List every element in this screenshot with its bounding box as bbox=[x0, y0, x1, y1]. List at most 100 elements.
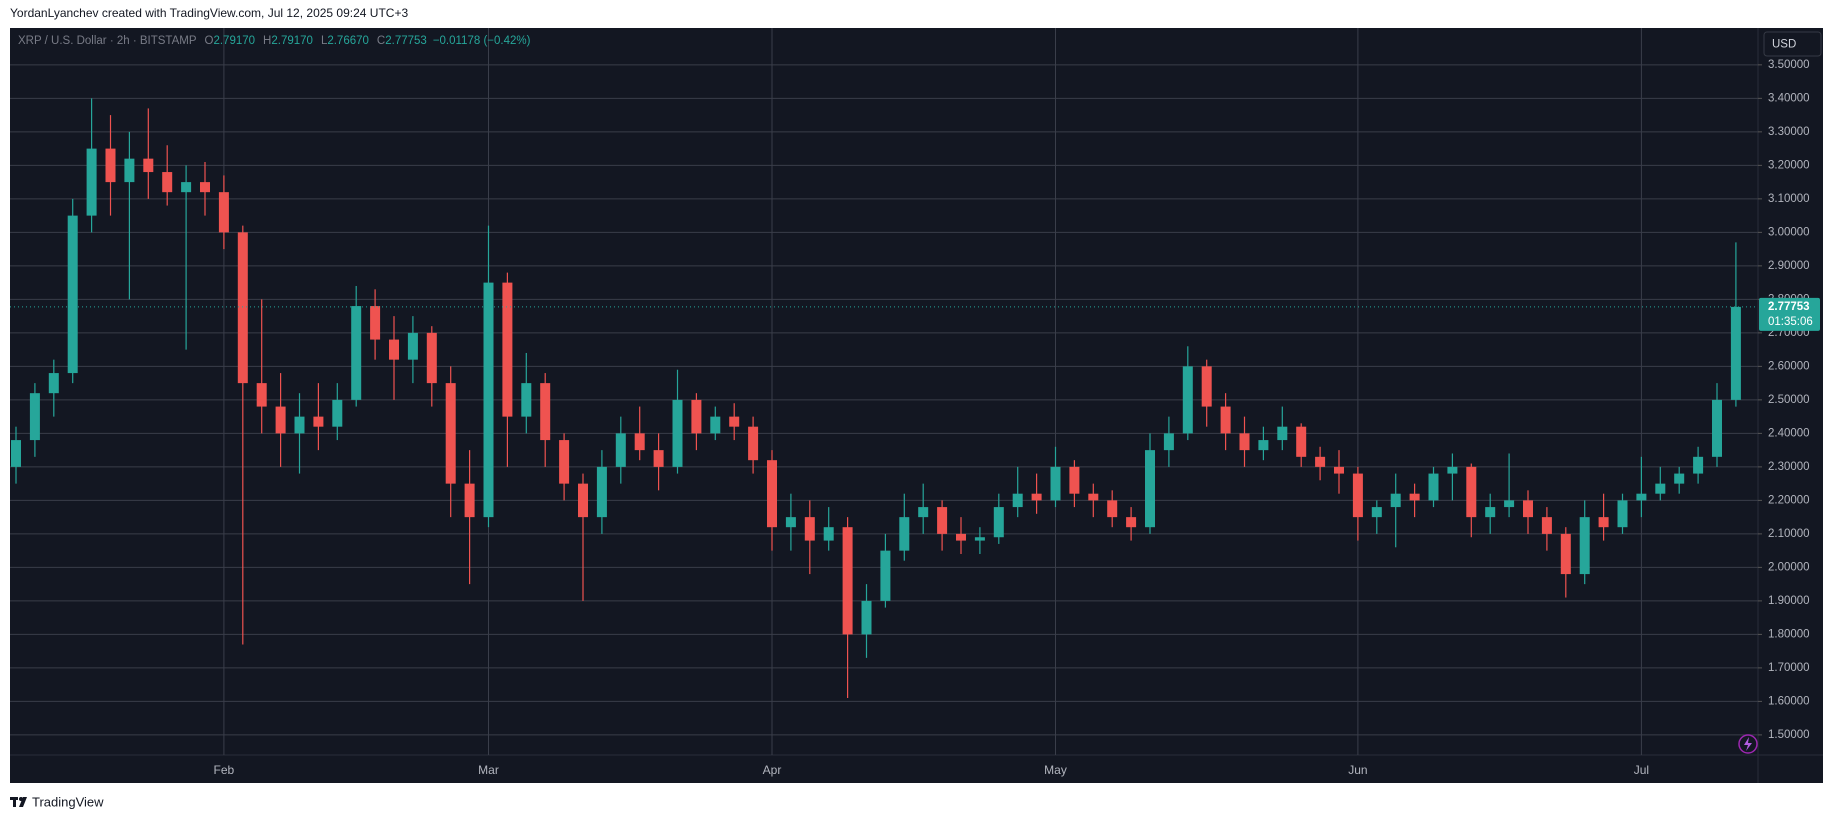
candle-body bbox=[1296, 426, 1307, 457]
x-tick-label: Apr bbox=[763, 763, 782, 777]
candle-body bbox=[1447, 466, 1458, 474]
candle-body bbox=[1182, 366, 1193, 434]
candle-body bbox=[1334, 466, 1344, 474]
candle-body bbox=[1598, 517, 1609, 528]
candle-body bbox=[1560, 533, 1571, 575]
y-tick-label: 2.60000 bbox=[1768, 360, 1810, 372]
x-tick-label: Feb bbox=[214, 763, 235, 777]
logo-part bbox=[13, 797, 16, 807]
y-tick-label: 1.90000 bbox=[1768, 595, 1810, 607]
y-tick-label: 2.90000 bbox=[1768, 260, 1810, 272]
currency[interactable]: USD bbox=[1772, 39, 1796, 51]
alert-icon-bolt bbox=[1744, 737, 1752, 751]
candle-body bbox=[729, 416, 740, 427]
candle-body bbox=[615, 433, 626, 467]
y-tick-label: 2.10000 bbox=[1768, 528, 1810, 540]
candle-body bbox=[596, 466, 607, 518]
chart-background bbox=[10, 28, 1823, 783]
candle-body bbox=[389, 339, 399, 360]
candle-body bbox=[275, 406, 286, 434]
candle-body bbox=[823, 527, 834, 541]
candle-body bbox=[48, 373, 59, 394]
candle-body bbox=[483, 282, 494, 518]
candle-body bbox=[332, 399, 343, 427]
candle-body bbox=[200, 182, 210, 193]
candle-body bbox=[370, 306, 381, 340]
candle-body bbox=[1674, 473, 1685, 484]
overlay: 2.77753 01:35:06 bbox=[10, 297, 1820, 331]
y-tick-label: 1.80000 bbox=[1768, 628, 1810, 640]
legend-ohlc-value: 2.76670 bbox=[327, 35, 369, 47]
candle-body bbox=[691, 399, 702, 434]
y-tick-label: 2.20000 bbox=[1768, 494, 1810, 506]
candle-body bbox=[445, 383, 456, 484]
candle-body bbox=[1409, 493, 1420, 501]
candle-body bbox=[1088, 493, 1099, 501]
candle-body bbox=[1730, 306, 1741, 400]
candle-body bbox=[351, 306, 362, 400]
y-tick-label: 2.40000 bbox=[1768, 427, 1810, 439]
candle-body bbox=[1523, 500, 1533, 518]
candle-body bbox=[1466, 466, 1477, 518]
candle-body bbox=[67, 215, 78, 374]
y-tick-label: 3.30000 bbox=[1768, 126, 1810, 138]
legend-ohlc-value: 2.77753 bbox=[385, 35, 427, 47]
candle-body bbox=[672, 399, 683, 467]
y-tick-label: 2.00000 bbox=[1768, 561, 1810, 573]
candle-body bbox=[237, 232, 248, 384]
y-tick-label: 3.40000 bbox=[1768, 92, 1810, 104]
logo-part bbox=[19, 797, 27, 807]
candle-body bbox=[1126, 517, 1137, 528]
legend-ohlc-label: C bbox=[377, 35, 385, 47]
candle-body bbox=[124, 158, 135, 183]
candle-body bbox=[1390, 493, 1401, 508]
legend-change: −0.01178 (−0.42%) bbox=[433, 35, 531, 47]
candle-body bbox=[1050, 466, 1061, 501]
candle-body bbox=[294, 416, 305, 434]
candle-body bbox=[464, 483, 475, 518]
x-tick-label: Jun bbox=[1348, 763, 1367, 777]
footer-brand: TradingView bbox=[32, 794, 104, 809]
candle-body bbox=[748, 426, 759, 461]
legend-ohlc-value: 2.79170 bbox=[271, 35, 313, 47]
candle-body bbox=[105, 148, 116, 183]
candle-body bbox=[1258, 440, 1269, 451]
candle-body bbox=[313, 416, 324, 427]
candle-body bbox=[767, 460, 777, 528]
y-tick-label: 2.50000 bbox=[1768, 394, 1810, 406]
candle-body bbox=[407, 332, 418, 360]
y-tick-label: 3.00000 bbox=[1768, 226, 1810, 238]
candle-body bbox=[218, 192, 229, 233]
legend-ohlc-label: L bbox=[321, 35, 328, 47]
candle-body bbox=[1220, 406, 1231, 434]
candle-body bbox=[578, 483, 588, 518]
candle-body bbox=[1504, 500, 1515, 508]
candle-body bbox=[653, 450, 664, 467]
candle-body bbox=[861, 600, 872, 635]
candle-body bbox=[1069, 466, 1080, 494]
y-tick-label: 1.70000 bbox=[1768, 662, 1810, 674]
legend: XRP / U.S. Dollar · 2h · BITSTAMP O2.7917… bbox=[18, 35, 531, 47]
y-tick-label: 2.30000 bbox=[1768, 461, 1810, 473]
candle-body bbox=[426, 332, 437, 384]
currency-box[interactable] bbox=[1763, 31, 1822, 57]
legend-ohlc-label: O bbox=[205, 35, 214, 47]
candle-body bbox=[1315, 456, 1326, 467]
y-tick-label: 3.10000 bbox=[1768, 193, 1810, 205]
candle-body bbox=[1636, 493, 1647, 501]
last-price-label: 2.77753 bbox=[1768, 301, 1810, 313]
candle-body bbox=[1655, 483, 1666, 494]
candle-body bbox=[1541, 517, 1552, 534]
legend-ohlc-value: 2.79170 bbox=[213, 35, 255, 47]
alert-icon[interactable] bbox=[1738, 734, 1758, 754]
candle-body bbox=[540, 383, 551, 441]
candle-body bbox=[880, 550, 891, 601]
candle-body bbox=[1031, 493, 1042, 501]
candle-body bbox=[842, 527, 853, 635]
footer-logo bbox=[10, 797, 27, 807]
grid: 1.50000 1.60000 1.70000 1.80000 1.90000 2.000… bbox=[10, 28, 1810, 777]
y-tick-label: 3.20000 bbox=[1768, 159, 1810, 171]
candle-body bbox=[1145, 450, 1155, 528]
x-tick-label: Jul bbox=[1634, 763, 1649, 777]
